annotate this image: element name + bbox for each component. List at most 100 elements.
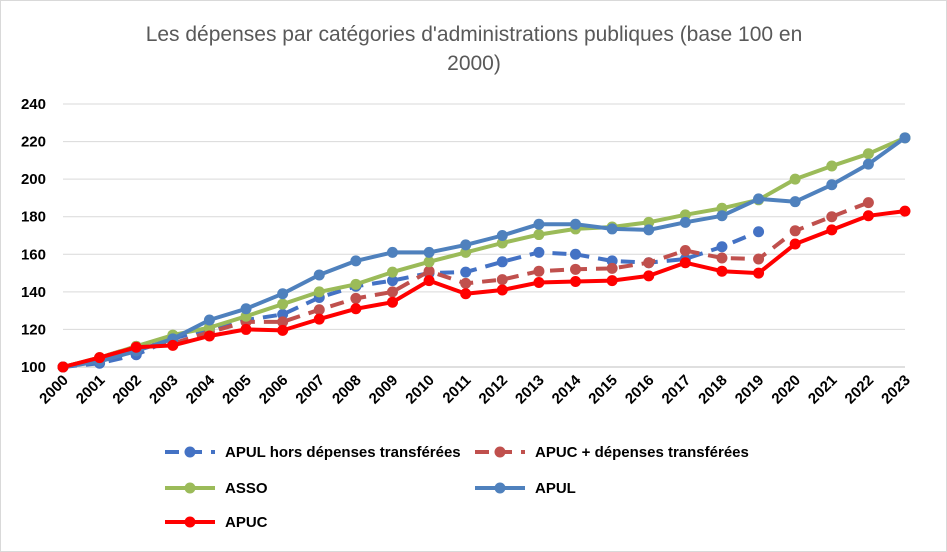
x-tick-label: 2017 — [659, 372, 695, 408]
data-point — [643, 257, 655, 269]
data-point — [496, 230, 508, 241]
legend-label: ASSO — [225, 480, 268, 497]
data-point — [460, 239, 472, 251]
data-point — [496, 256, 508, 268]
data-point — [679, 245, 691, 257]
data-point — [313, 269, 325, 281]
x-tick-label: 2023 — [878, 372, 914, 408]
data-point — [460, 246, 472, 258]
legend-label: APUL hors dépenses transférées — [225, 444, 461, 461]
data-point — [570, 263, 582, 275]
data-point — [606, 223, 618, 235]
data-point — [570, 248, 582, 260]
series-4 — [57, 132, 911, 373]
data-point — [240, 310, 252, 322]
data-point — [460, 266, 472, 278]
data-point — [460, 277, 472, 289]
legend-item: APUC + dépenses transférées — [475, 444, 749, 461]
data-point — [277, 288, 289, 300]
data-point — [313, 313, 325, 325]
data-point — [789, 196, 801, 208]
data-point — [826, 179, 838, 191]
data-point — [570, 276, 582, 288]
data-point — [350, 255, 362, 267]
x-axis: 2000 2001 2002 2003 2004 2005 2006 2007 2008 2009… — [36, 366, 914, 408]
data-point — [570, 218, 582, 230]
data-point — [423, 275, 435, 287]
data-point — [423, 265, 435, 277]
data-point — [203, 314, 215, 326]
x-tick-label: 2003 — [146, 372, 182, 408]
data-point — [753, 226, 765, 238]
data-point — [716, 202, 728, 214]
series-2 — [57, 197, 874, 373]
x-tick-label: 2001 — [73, 372, 109, 408]
legend-item: APUC — [165, 514, 268, 531]
data-point — [277, 324, 289, 336]
data-point — [643, 216, 655, 228]
data-point — [386, 246, 398, 258]
data-point — [277, 316, 289, 328]
data-point — [203, 322, 215, 334]
data-point — [167, 339, 179, 351]
data-point — [716, 265, 728, 277]
y-axis: 100 120 140 160 180 200 220 240 — [21, 96, 46, 376]
data-point — [350, 303, 362, 315]
legend-item: APUL — [475, 480, 576, 497]
data-point — [203, 330, 215, 342]
x-tick-label: 2018 — [695, 372, 731, 408]
data-point — [277, 298, 289, 310]
legend: APUL hors dépenses transférées APUC + dép… — [165, 444, 749, 531]
chart-title-line-2: 2000) — [447, 52, 501, 75]
data-point — [386, 286, 398, 298]
data-point — [130, 341, 142, 353]
y-tick-label: 140 — [21, 284, 46, 301]
data-point — [533, 246, 545, 258]
x-tick-label: 2002 — [109, 372, 145, 408]
data-point — [679, 216, 691, 228]
gridlines — [63, 103, 905, 368]
y-tick-label: 200 — [21, 171, 46, 188]
series-line — [61, 135, 907, 369]
data-point — [386, 296, 398, 308]
legend-label: APUC + dépenses transférées — [535, 444, 749, 461]
y-tick-label: 180 — [21, 209, 46, 226]
x-tick-label: 2010 — [402, 372, 438, 408]
data-point — [862, 210, 874, 222]
x-tick-label: 2004 — [183, 371, 219, 407]
plot-area — [57, 132, 911, 373]
data-point — [496, 274, 508, 286]
x-tick-label: 2008 — [329, 372, 365, 408]
data-point — [313, 286, 325, 298]
x-tick-label: 2012 — [476, 372, 512, 408]
x-tick-label: 2009 — [366, 372, 402, 408]
data-point — [313, 304, 325, 316]
chart-title: Les dépenses par catégories d'administra… — [146, 23, 803, 75]
x-tick-label: 2013 — [512, 372, 548, 408]
data-point — [826, 224, 838, 236]
legend-marker — [184, 482, 196, 494]
y-tick-label: 160 — [21, 246, 46, 263]
x-tick-label: 2021 — [805, 372, 841, 408]
data-point — [533, 265, 545, 277]
series-1 — [57, 226, 765, 373]
x-tick-label: 2022 — [842, 372, 878, 408]
data-point — [716, 252, 728, 264]
data-point — [899, 132, 911, 144]
data-point — [386, 275, 398, 287]
x-tick-label: 2014 — [549, 371, 585, 407]
x-tick-label: 2000 — [36, 372, 72, 408]
data-point — [350, 292, 362, 304]
data-point — [826, 211, 838, 223]
data-point — [94, 352, 106, 364]
y-tick-label: 100 — [21, 359, 46, 376]
data-point — [533, 229, 545, 241]
data-point — [789, 173, 801, 185]
data-point — [789, 238, 801, 250]
data-point — [496, 284, 508, 296]
data-point — [350, 278, 362, 290]
data-point — [753, 267, 765, 279]
legend-label: APUL — [535, 480, 576, 497]
